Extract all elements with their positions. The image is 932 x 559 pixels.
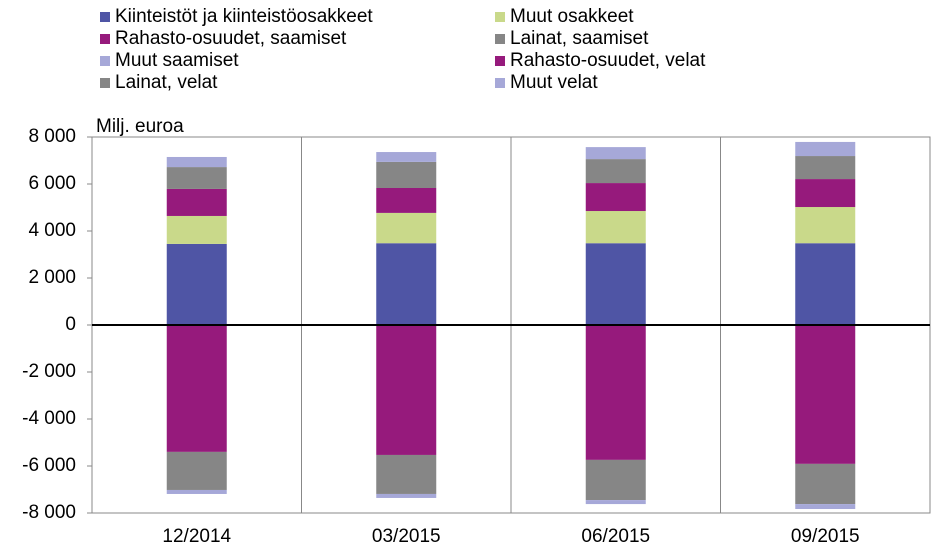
bar-segment: [166, 325, 227, 452]
bar-segment: [376, 187, 437, 213]
bar-segment: [166, 451, 227, 490]
legend-swatch: [495, 34, 505, 44]
legend-swatch: [100, 78, 110, 88]
legend-swatch: [100, 56, 110, 66]
y-tick-label: 0: [65, 314, 76, 335]
bar-segment: [376, 493, 437, 498]
y-tick-label: 2 000: [28, 267, 76, 288]
bar-segment: [585, 500, 646, 505]
bar-segment: [376, 152, 437, 162]
bar-segment: [585, 211, 646, 244]
bar-segment: [376, 325, 437, 455]
bar-segment: [795, 504, 856, 510]
legend-label: Muut osakkeet: [510, 6, 634, 27]
y-axis-label: Milj. euroa: [96, 116, 184, 137]
bar-segment: [166, 167, 227, 189]
bar-segment: [585, 459, 646, 501]
legend-label: Lainat, saamiset: [510, 28, 649, 49]
legend-swatch: [100, 34, 110, 44]
legend-label: Muut velat: [510, 72, 598, 93]
bar-segment: [166, 188, 227, 216]
legend-label: Lainat, velat: [115, 72, 218, 93]
legend-swatch: [495, 12, 505, 22]
y-tick-label: 8 000: [28, 126, 76, 147]
legend-label: Rahasto-osuudet, velat: [510, 50, 706, 71]
bar-segment: [376, 212, 437, 244]
bar-segment: [376, 243, 437, 325]
y-tick-label: 6 000: [28, 173, 76, 194]
x-tick-label: 09/2015: [791, 526, 860, 547]
legend-swatch: [495, 56, 505, 66]
bar-segment: [166, 489, 227, 494]
legend-swatch: [495, 78, 505, 88]
bar-segment: [795, 141, 856, 157]
legend-swatch: [100, 12, 110, 22]
bar-segment: [376, 454, 437, 494]
bar-segment: [585, 147, 646, 160]
bar-segment: [795, 207, 856, 244]
legend-label: Muut saamiset: [115, 50, 239, 71]
legend-label: Kiinteistöt ja kiinteistöosakkeet: [115, 6, 373, 27]
bar-segment: [795, 156, 856, 180]
y-tick-label: -4 000: [22, 408, 76, 429]
legend-label: Rahasto-osuudet, saamiset: [115, 28, 347, 49]
y-tick-label: -6 000: [22, 455, 76, 476]
bar-segment: [585, 183, 646, 212]
bar-segment: [795, 179, 856, 208]
y-tick-label: -8 000: [22, 502, 76, 523]
x-tick-label: 06/2015: [581, 526, 650, 547]
bar-segment: [585, 159, 646, 184]
bar-segment: [795, 463, 856, 505]
bar-segment: [585, 243, 646, 325]
y-tick-label: 4 000: [28, 220, 76, 241]
bar-segment: [166, 156, 227, 168]
bar-segment: [166, 215, 227, 244]
x-tick-label: 12/2014: [162, 526, 231, 547]
y-tick-label: -2 000: [22, 361, 76, 382]
x-tick-label: 03/2015: [372, 526, 441, 547]
bar-segment: [585, 325, 646, 460]
bar-segment: [376, 161, 437, 188]
bar-segment: [795, 325, 856, 464]
bar-segment: [795, 243, 856, 325]
bar-segment: [166, 243, 227, 325]
